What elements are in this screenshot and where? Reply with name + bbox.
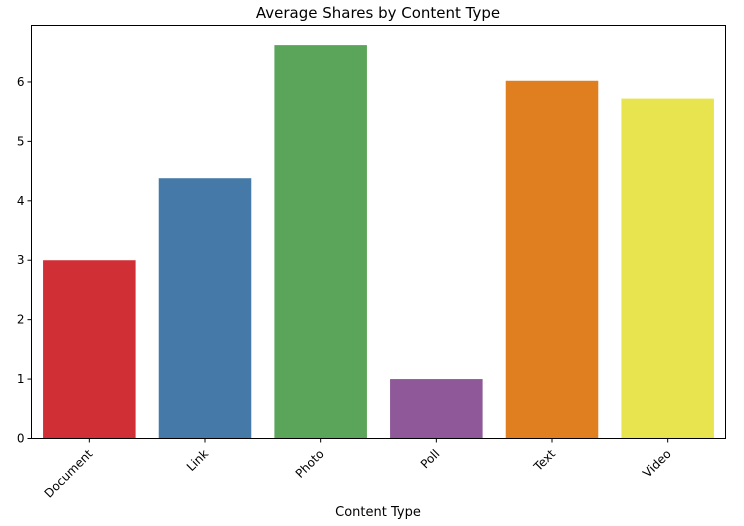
y-tick-label: 5 <box>17 134 25 148</box>
bars-group <box>43 45 714 439</box>
x-axis: Document Link Photo Poll Text Video <box>42 438 674 501</box>
bar-link <box>158 178 252 439</box>
y-tick-label: 1 <box>17 372 25 386</box>
bar-poll <box>390 379 483 439</box>
y-tick-label: 4 <box>17 194 25 208</box>
bar-photo <box>274 45 367 439</box>
plot-frame <box>31 25 726 439</box>
x-tick-label: Link <box>184 447 211 474</box>
x-tick-label: Poll <box>418 447 443 472</box>
x-axis-label: Content Type <box>335 505 421 520</box>
y-tick-label: 0 <box>17 432 25 446</box>
bar-document <box>43 260 136 439</box>
bar-video <box>621 98 714 439</box>
x-tick-label: Photo <box>293 447 327 481</box>
bar-text <box>505 80 599 439</box>
x-tick-label: Text <box>530 447 558 475</box>
y-tick-label: 2 <box>17 313 25 327</box>
x-tick-label: Document <box>42 447 96 501</box>
x-tick-label: Video <box>640 447 674 481</box>
chart-title: Average Shares by Content Type <box>256 4 500 22</box>
y-axis: 0 1 2 3 4 5 6 <box>17 75 32 446</box>
y-tick-label: 3 <box>17 253 25 267</box>
y-tick-label: 6 <box>17 75 25 89</box>
